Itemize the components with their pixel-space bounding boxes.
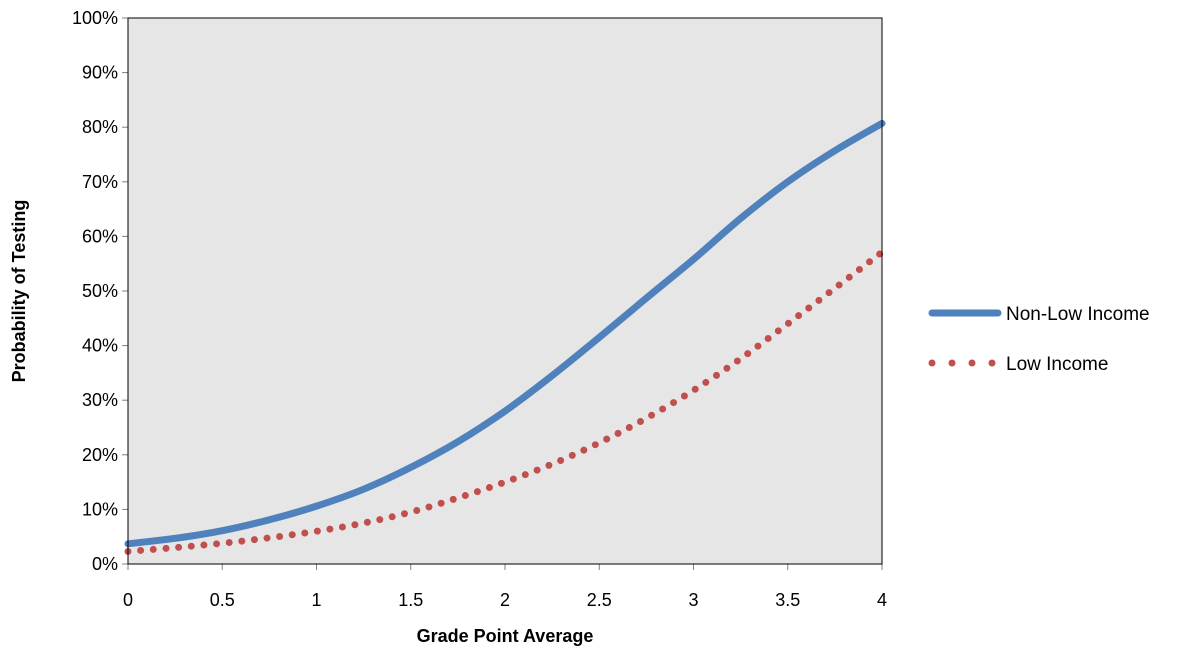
y-tick-label: 100% bbox=[72, 8, 118, 28]
x-tick-label: 3 bbox=[688, 590, 698, 610]
x-tick-label: 4 bbox=[877, 590, 887, 610]
y-tick-label: 60% bbox=[82, 226, 118, 246]
y-tick-label: 70% bbox=[82, 172, 118, 192]
x-tick-label: 0 bbox=[123, 590, 133, 610]
x-tick-label: 0.5 bbox=[210, 590, 235, 610]
x-tick-label: 2.5 bbox=[587, 590, 612, 610]
x-tick-label: 3.5 bbox=[775, 590, 800, 610]
legend: Non-Low Income Low Income bbox=[928, 304, 1150, 375]
x-tick-label: 2 bbox=[500, 590, 510, 610]
y-tick-label: 90% bbox=[82, 63, 118, 83]
series-line-low-income bbox=[124, 248, 886, 555]
y-tick-label: 10% bbox=[82, 499, 118, 519]
plot-border bbox=[127, 17, 883, 565]
y-tick-label: 0% bbox=[92, 554, 118, 574]
x-tick-label: 1 bbox=[311, 590, 321, 610]
x-axis-title: Grade Point Average bbox=[417, 626, 594, 646]
y-tick-label: 30% bbox=[82, 390, 118, 410]
x-tick-label: 1.5 bbox=[398, 590, 423, 610]
plot-area bbox=[128, 18, 882, 564]
y-tick-label: 80% bbox=[82, 117, 118, 137]
y-tick-label: 50% bbox=[82, 281, 118, 301]
legend-label-non-low-income: Non-Low Income bbox=[1006, 304, 1150, 325]
legend-label-low-income: Low Income bbox=[1006, 354, 1108, 375]
series-line-non-low-income bbox=[124, 119, 886, 548]
y-axis-title: Probability of Testing bbox=[9, 200, 29, 383]
y-tick-label: 20% bbox=[82, 445, 118, 465]
y-tick-label: 40% bbox=[82, 336, 118, 356]
